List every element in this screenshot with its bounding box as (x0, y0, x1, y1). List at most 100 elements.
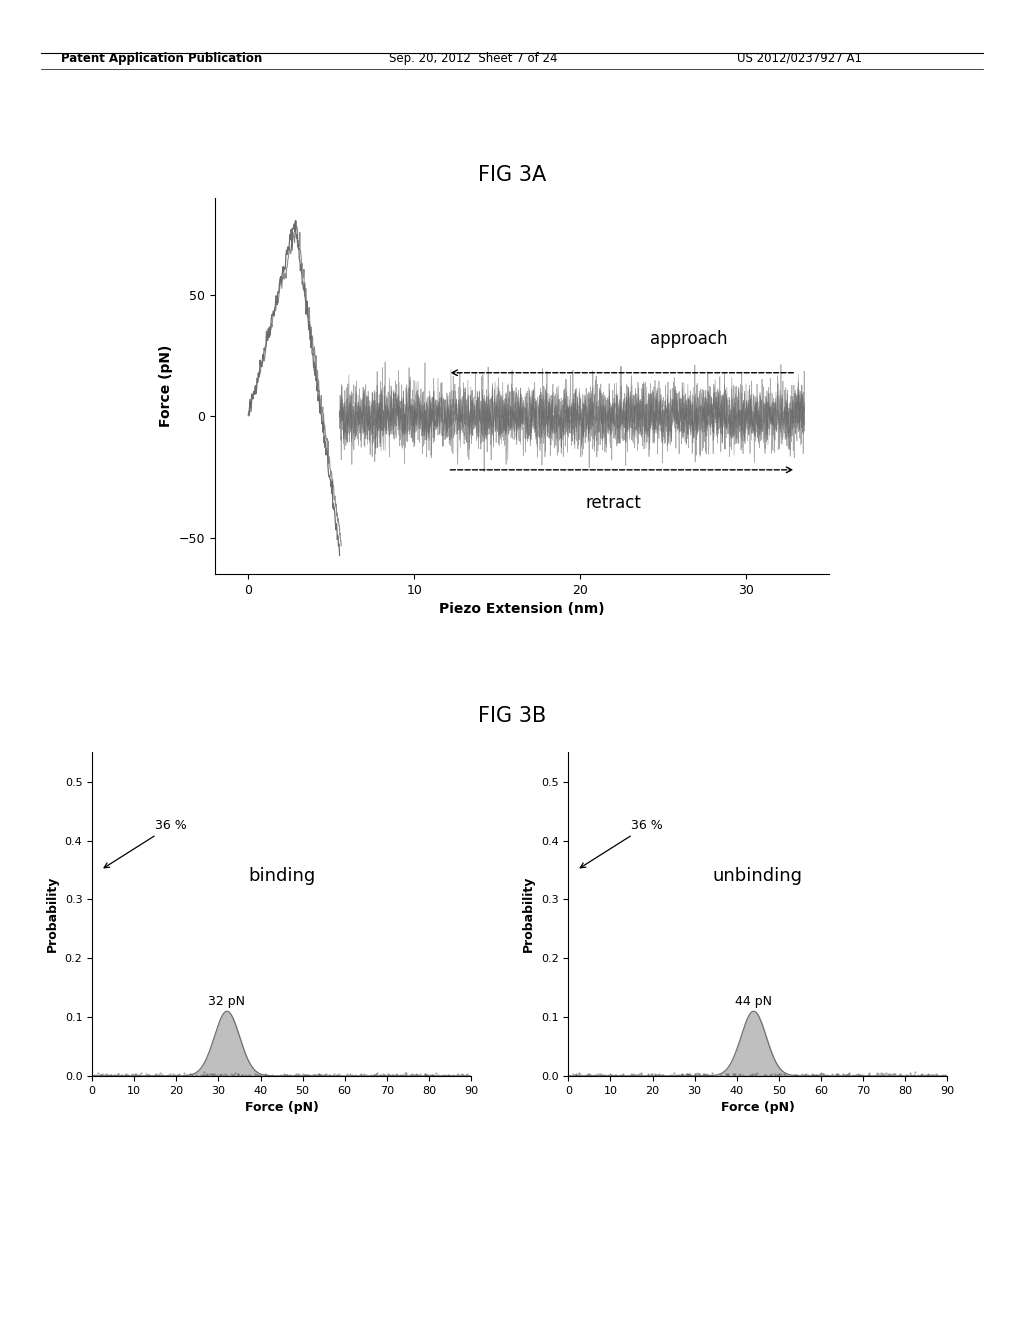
Point (569, 1064, 586, 1085)
Point (450, 1064, 466, 1085)
Point (611, 1064, 628, 1085)
Point (771, 1064, 787, 1085)
Point (229, 1064, 246, 1085)
Point (124, 1064, 140, 1085)
Point (851, 1065, 867, 1086)
Point (432, 1065, 449, 1086)
Point (118, 1065, 134, 1086)
Point (798, 1064, 814, 1085)
Point (751, 1065, 767, 1086)
Point (387, 1065, 403, 1086)
Point (198, 1064, 214, 1085)
Point (394, 1065, 411, 1086)
Point (627, 1065, 643, 1086)
Point (204, 1064, 220, 1085)
Point (262, 1065, 279, 1086)
Point (770, 1065, 786, 1086)
Point (830, 1064, 847, 1085)
Text: Sep. 20, 2012  Sheet 7 of 24: Sep. 20, 2012 Sheet 7 of 24 (389, 51, 558, 65)
Point (732, 1063, 749, 1084)
Point (859, 1065, 876, 1086)
Point (247, 1065, 263, 1086)
Point (623, 1063, 639, 1084)
Point (800, 1065, 816, 1086)
Point (455, 1064, 471, 1085)
Point (318, 1064, 335, 1085)
Point (742, 1065, 759, 1086)
Point (807, 1064, 823, 1085)
Point (369, 1064, 385, 1085)
Point (130, 1064, 146, 1085)
Point (787, 1065, 804, 1086)
Point (916, 1064, 933, 1085)
Point (697, 1064, 714, 1085)
Point (886, 1064, 902, 1085)
Point (242, 1065, 258, 1086)
Point (695, 1064, 712, 1085)
Point (796, 1065, 812, 1086)
Point (735, 1065, 752, 1086)
Point (424, 1065, 440, 1086)
Point (835, 1065, 851, 1086)
Point (584, 1065, 600, 1086)
Point (151, 1065, 167, 1086)
Point (669, 1065, 685, 1086)
Point (194, 1064, 210, 1085)
Point (434, 1065, 451, 1086)
Point (278, 1064, 294, 1085)
Point (418, 1064, 434, 1085)
Point (455, 1064, 471, 1085)
Point (298, 1064, 314, 1085)
Point (89, 1063, 105, 1084)
Point (212, 1064, 228, 1085)
Point (775, 1064, 792, 1085)
Point (690, 1064, 707, 1085)
Point (664, 1064, 680, 1085)
Point (913, 1064, 930, 1085)
Point (581, 1064, 597, 1085)
Point (667, 1063, 683, 1084)
Point (895, 1065, 911, 1086)
Point (279, 1065, 295, 1086)
Text: US 2012/0237927 A1: US 2012/0237927 A1 (737, 51, 862, 65)
Point (741, 1065, 758, 1086)
Point (818, 1064, 835, 1085)
Point (422, 1065, 438, 1086)
Point (247, 1065, 263, 1086)
Point (395, 1065, 412, 1086)
Point (792, 1065, 808, 1086)
Point (229, 1064, 246, 1085)
Point (179, 1064, 196, 1085)
Point (329, 1064, 345, 1085)
Point (276, 1064, 293, 1085)
Text: 36 %: 36 % (581, 818, 664, 867)
Point (887, 1064, 903, 1085)
Point (687, 1064, 703, 1085)
Point (633, 1064, 649, 1085)
Point (380, 1064, 396, 1085)
Point (264, 1065, 281, 1086)
Point (388, 1064, 404, 1085)
Point (912, 1065, 929, 1086)
Point (921, 1064, 937, 1085)
Point (146, 1065, 163, 1086)
Point (225, 1065, 242, 1086)
Point (133, 1063, 150, 1084)
Point (120, 1065, 136, 1086)
Point (436, 1065, 453, 1086)
Point (398, 1063, 415, 1084)
Point (748, 1065, 764, 1086)
Point (187, 1064, 204, 1085)
Point (339, 1065, 355, 1086)
Point (381, 1065, 397, 1086)
Point (313, 1064, 330, 1085)
Point (138, 1064, 155, 1085)
Point (671, 1065, 687, 1086)
Point (806, 1065, 822, 1086)
Point (181, 1064, 198, 1085)
Point (592, 1064, 608, 1085)
Point (298, 1064, 314, 1085)
Point (140, 1064, 157, 1085)
Point (212, 1065, 228, 1086)
Point (931, 1065, 947, 1086)
